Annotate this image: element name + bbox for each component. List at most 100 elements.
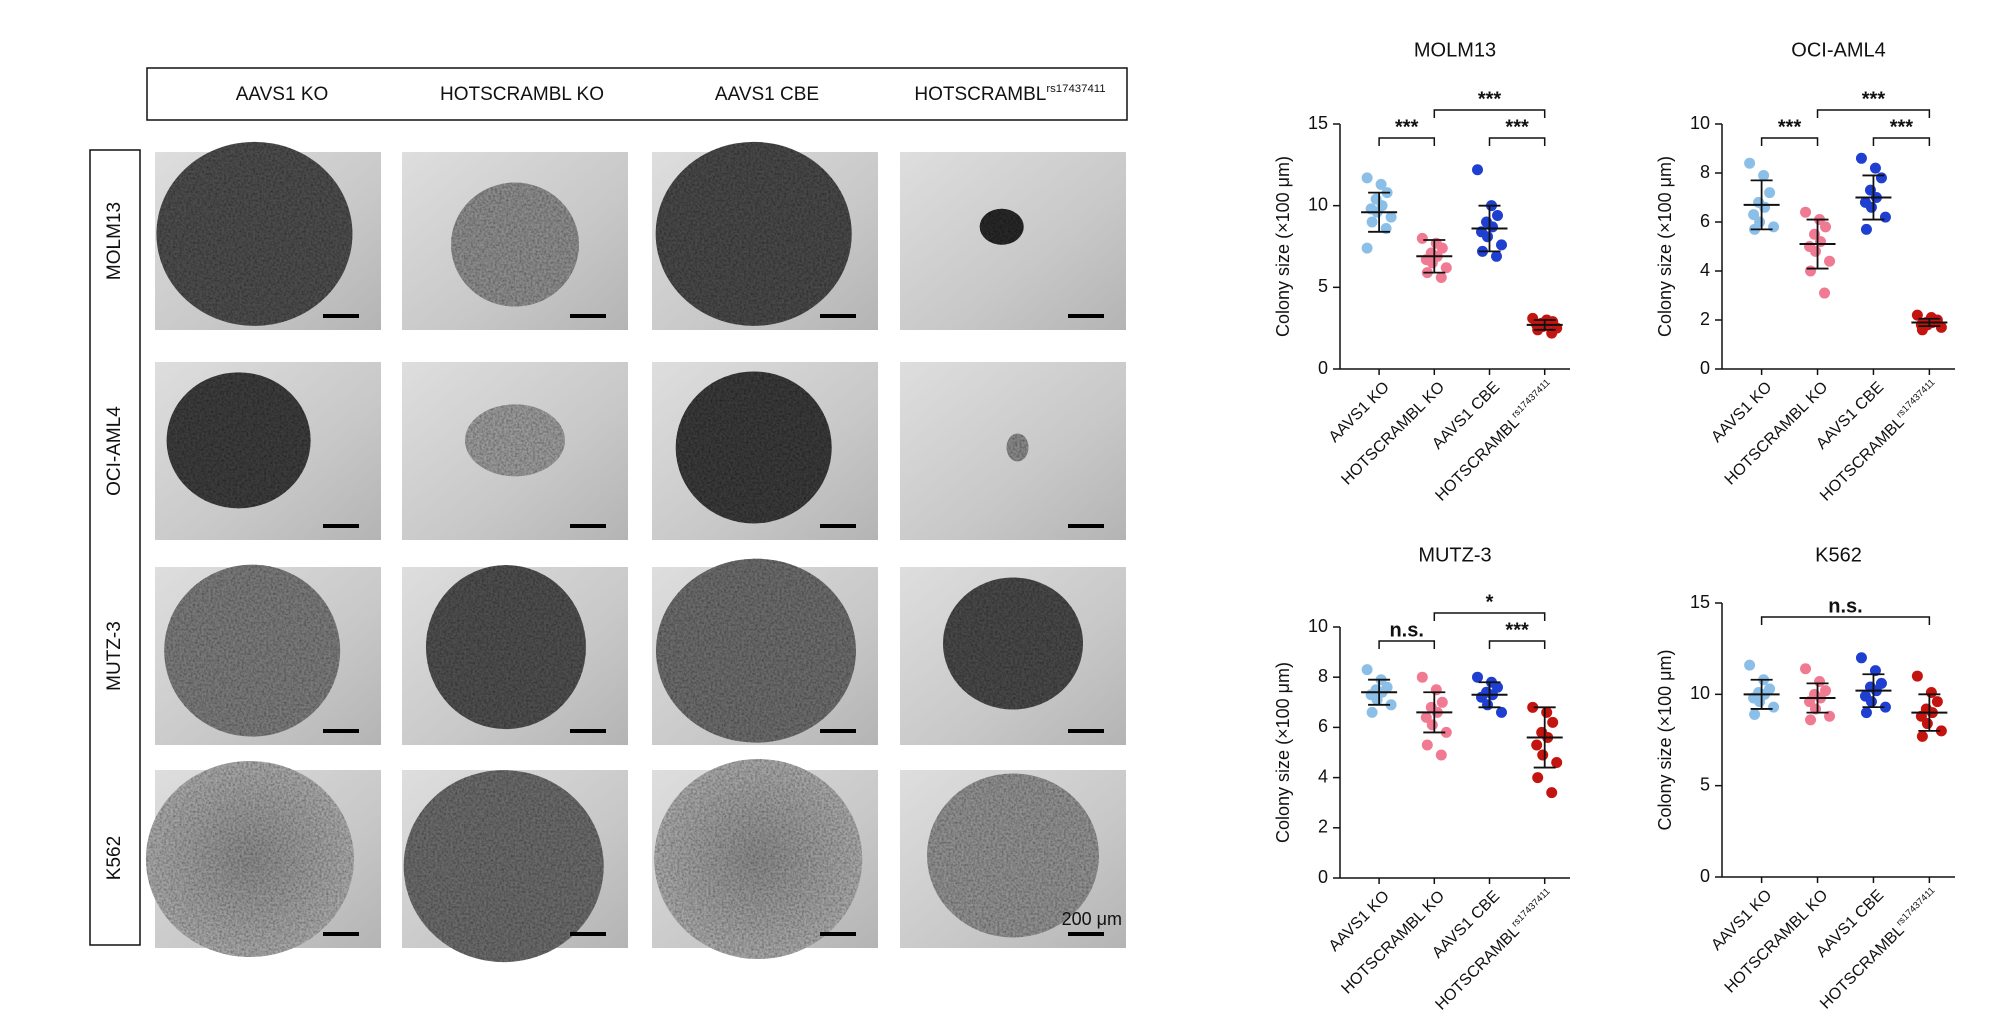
data-point xyxy=(1935,321,1947,333)
data-point xyxy=(1537,749,1549,761)
colony xyxy=(425,565,586,730)
data-point xyxy=(1551,757,1563,769)
y-tick-label: 10 xyxy=(1308,616,1328,636)
column-label-base: HOTSCRAMBL xyxy=(914,84,1046,105)
data-point xyxy=(1375,178,1387,190)
data-point xyxy=(1855,152,1867,164)
significance-bracket xyxy=(1488,640,1546,649)
colony xyxy=(145,761,354,957)
data-point xyxy=(1531,739,1543,751)
colony xyxy=(943,577,1083,710)
y-tick-label: 0 xyxy=(1700,866,1710,886)
y-axis-label: Colony size (×100 μm) xyxy=(1273,156,1293,337)
colony xyxy=(654,759,863,959)
data-point xyxy=(1492,209,1503,221)
column-label: AAVS1 KO xyxy=(236,84,329,105)
data-point xyxy=(1758,169,1770,181)
colony xyxy=(156,141,353,326)
data-point xyxy=(1371,694,1383,706)
x-tick-label: HOTSCRAMBL KO xyxy=(1338,888,1448,998)
data-point xyxy=(1361,664,1373,676)
significance-label: *** xyxy=(1862,88,1886,110)
x-tick-label: HOTSCRAMBL KO xyxy=(1722,379,1832,489)
data-point xyxy=(1879,211,1891,223)
data-point xyxy=(1824,255,1836,267)
data-point xyxy=(1869,162,1881,174)
data-point xyxy=(1491,250,1502,262)
data-point xyxy=(1426,719,1438,731)
y-tick-label: 6 xyxy=(1318,716,1328,736)
data-point xyxy=(1860,223,1872,235)
data-point xyxy=(1768,221,1780,233)
data-point xyxy=(1764,187,1776,199)
header-box xyxy=(146,67,1128,121)
significance-bracket xyxy=(1816,109,1931,118)
x-tick-label-superscript: rs17437411 xyxy=(1894,885,1937,928)
data-point xyxy=(1921,718,1933,730)
column-label: HOTSCRAMBL KO xyxy=(440,84,604,105)
data-point xyxy=(1855,652,1867,664)
data-point xyxy=(1546,787,1558,799)
significance-label: n.s. xyxy=(1828,595,1862,617)
colony xyxy=(655,141,852,326)
data-point xyxy=(1440,726,1452,738)
scale-bar-label: 200 μm xyxy=(1062,909,1122,929)
y-tick-label: 15 xyxy=(1308,113,1328,133)
data-point xyxy=(1420,711,1432,723)
y-tick-label: 8 xyxy=(1318,666,1328,686)
data-point xyxy=(1911,670,1923,682)
colony xyxy=(927,773,1099,938)
chart-title: MUTZ-3 xyxy=(1418,544,1491,566)
data-point xyxy=(1436,242,1448,254)
significance-label: *** xyxy=(1505,116,1529,138)
significance-bracket xyxy=(1872,137,1931,146)
y-axis-label: Colony size (×100 μm) xyxy=(1273,662,1293,843)
data-point xyxy=(1496,239,1507,251)
y-tick-label: 10 xyxy=(1690,113,1710,133)
colony xyxy=(166,372,311,509)
data-point xyxy=(1869,665,1881,677)
y-tick-label: 15 xyxy=(1690,592,1710,612)
significance-label: *** xyxy=(1395,116,1419,138)
data-point xyxy=(1810,245,1822,257)
significance-label: *** xyxy=(1778,116,1802,138)
data-point xyxy=(1865,696,1877,708)
data-point xyxy=(1532,772,1544,784)
data-point xyxy=(1435,272,1447,284)
y-tick-label: 4 xyxy=(1700,260,1710,280)
y-tick-label: 5 xyxy=(1318,276,1328,296)
data-point xyxy=(1430,684,1442,696)
colony xyxy=(655,558,856,743)
data-point xyxy=(1754,696,1766,708)
column-label: HOTSCRAMBLrs17437411 xyxy=(914,83,1105,105)
data-point xyxy=(1440,262,1452,274)
data-point xyxy=(1820,221,1832,233)
data-point xyxy=(1366,706,1378,718)
data-point xyxy=(1911,309,1923,321)
data-point xyxy=(1496,706,1507,718)
significance-bracket xyxy=(1378,137,1436,146)
data-point xyxy=(1361,242,1373,254)
data-point xyxy=(1931,696,1943,708)
data-point xyxy=(1541,706,1553,718)
row-label: K562 xyxy=(104,836,125,880)
data-point xyxy=(1879,701,1891,713)
data-point xyxy=(1435,749,1447,761)
data-point xyxy=(1925,687,1937,699)
y-tick-label: 6 xyxy=(1700,211,1710,231)
data-point xyxy=(1385,699,1397,711)
y-axis-label: Colony size (×100 μm) xyxy=(1655,650,1675,831)
data-point xyxy=(1527,701,1539,713)
data-point xyxy=(1916,730,1928,742)
column-label: AAVS1 CBE xyxy=(715,84,819,105)
colony xyxy=(403,770,604,963)
y-tick-label: 5 xyxy=(1700,774,1710,794)
data-point xyxy=(1482,699,1493,711)
data-point xyxy=(1768,701,1780,713)
data-point xyxy=(1814,676,1826,688)
x-tick-label: HOTSCRAMBL KO xyxy=(1722,887,1832,997)
data-point xyxy=(1744,157,1756,169)
y-tick-label: 4 xyxy=(1318,766,1328,786)
